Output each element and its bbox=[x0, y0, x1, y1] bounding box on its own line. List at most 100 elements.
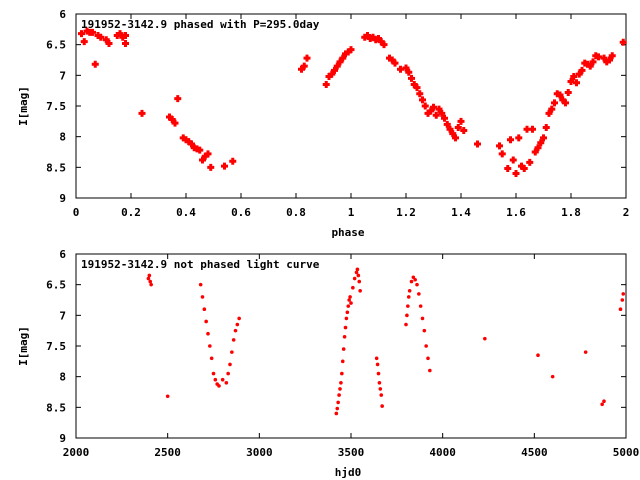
data-point bbox=[361, 33, 369, 41]
data-point bbox=[228, 362, 232, 367]
data-point bbox=[220, 377, 225, 382]
data-point bbox=[496, 142, 503, 150]
x-tick-label: 0.4 bbox=[176, 206, 196, 219]
unphased-light-curve-panel: 191952-3142.9 not phased light curve hjd… bbox=[17, 248, 639, 479]
data-point bbox=[347, 298, 351, 302]
y-ticks: 6 6.5 7 7.5 8 8.5 9 bbox=[46, 248, 626, 445]
data-point bbox=[357, 279, 362, 284]
data-point bbox=[342, 335, 347, 339]
data-point bbox=[621, 292, 626, 296]
data-point bbox=[416, 90, 424, 98]
data-point bbox=[388, 56, 396, 64]
data-point bbox=[89, 28, 96, 36]
data-point bbox=[337, 393, 341, 397]
phased-light-curve-panel: 191952-3142.9 phased with P=295.0day pha… bbox=[17, 8, 629, 239]
data-point bbox=[122, 39, 129, 47]
data-point bbox=[405, 313, 409, 318]
data-point bbox=[443, 120, 451, 128]
data-point bbox=[78, 30, 85, 38]
x-axis-label: phase bbox=[331, 226, 364, 239]
data-point bbox=[428, 368, 432, 373]
data-point bbox=[138, 109, 146, 117]
data-point bbox=[102, 36, 110, 44]
data-point bbox=[424, 109, 432, 117]
data-point bbox=[303, 54, 311, 62]
data-point bbox=[230, 350, 234, 354]
data-point bbox=[226, 371, 230, 376]
data-point bbox=[515, 134, 523, 142]
data-point bbox=[380, 41, 388, 49]
data-point bbox=[188, 140, 195, 148]
data-point bbox=[298, 65, 305, 73]
chart-title: 191952-3142.9 not phased light curve bbox=[81, 258, 320, 271]
y-tick-label: 7 bbox=[59, 309, 66, 322]
data-point bbox=[504, 165, 512, 173]
data-point bbox=[336, 400, 340, 405]
data-point bbox=[335, 406, 340, 411]
data-point bbox=[523, 125, 531, 133]
data-point bbox=[374, 356, 379, 361]
data-point bbox=[600, 402, 604, 407]
y-tick-label: 7 bbox=[59, 69, 66, 82]
data-point bbox=[336, 58, 344, 66]
data-point bbox=[534, 144, 542, 152]
data-point bbox=[168, 115, 176, 123]
data-point bbox=[415, 282, 419, 287]
data-point bbox=[498, 150, 506, 158]
data-point bbox=[435, 105, 443, 113]
data-point bbox=[405, 68, 413, 76]
data-point bbox=[441, 114, 448, 122]
data-point bbox=[344, 48, 352, 56]
data-point bbox=[199, 156, 206, 164]
y-tick-label: 8.5 bbox=[46, 161, 66, 174]
data-point bbox=[340, 359, 345, 364]
x-tick-label: 2000 bbox=[63, 446, 90, 459]
data-point bbox=[147, 273, 152, 278]
data-point bbox=[586, 62, 594, 70]
data-points bbox=[146, 267, 626, 416]
data-point bbox=[509, 156, 517, 164]
data-point bbox=[204, 319, 208, 324]
data-point bbox=[97, 33, 105, 41]
y-axis-label: I[mag] bbox=[17, 326, 30, 366]
data-point bbox=[602, 399, 606, 404]
data-point bbox=[224, 381, 229, 385]
x-tick-label: 2500 bbox=[154, 446, 181, 459]
data-point bbox=[165, 394, 170, 399]
data-point bbox=[410, 81, 418, 89]
data-point bbox=[328, 70, 336, 78]
data-point bbox=[603, 58, 611, 66]
data-point bbox=[548, 105, 556, 113]
data-point bbox=[454, 123, 462, 131]
y-tick-label: 6.5 bbox=[46, 279, 66, 292]
data-point bbox=[573, 79, 580, 87]
data-point bbox=[408, 74, 415, 82]
data-point bbox=[179, 134, 187, 142]
data-point bbox=[562, 99, 569, 107]
data-point bbox=[347, 46, 355, 54]
data-point bbox=[166, 113, 173, 121]
chart-title: 191952-3142.9 phased with P=295.0day bbox=[81, 18, 320, 31]
x-tick-label: 3500 bbox=[338, 446, 365, 459]
data-point bbox=[146, 276, 151, 281]
y-tick-label: 9 bbox=[59, 192, 66, 205]
plot-frame bbox=[75, 13, 627, 199]
data-point bbox=[556, 91, 564, 99]
x-tick-label: 1.8 bbox=[561, 206, 581, 219]
data-point bbox=[376, 371, 381, 376]
data-point bbox=[198, 282, 203, 287]
data-point bbox=[438, 109, 446, 117]
data-point bbox=[564, 89, 572, 97]
data-point bbox=[536, 353, 540, 358]
data-point bbox=[595, 53, 602, 61]
data-point bbox=[379, 393, 384, 397]
data-point bbox=[424, 344, 428, 348]
data-point bbox=[406, 295, 411, 299]
x-tick-label: 3000 bbox=[246, 446, 273, 459]
data-point bbox=[545, 109, 553, 117]
data-point bbox=[559, 96, 567, 104]
data-point bbox=[526, 158, 534, 166]
data-point bbox=[341, 347, 346, 351]
data-point bbox=[196, 146, 204, 154]
y-tick-label: 7.5 bbox=[46, 100, 66, 113]
